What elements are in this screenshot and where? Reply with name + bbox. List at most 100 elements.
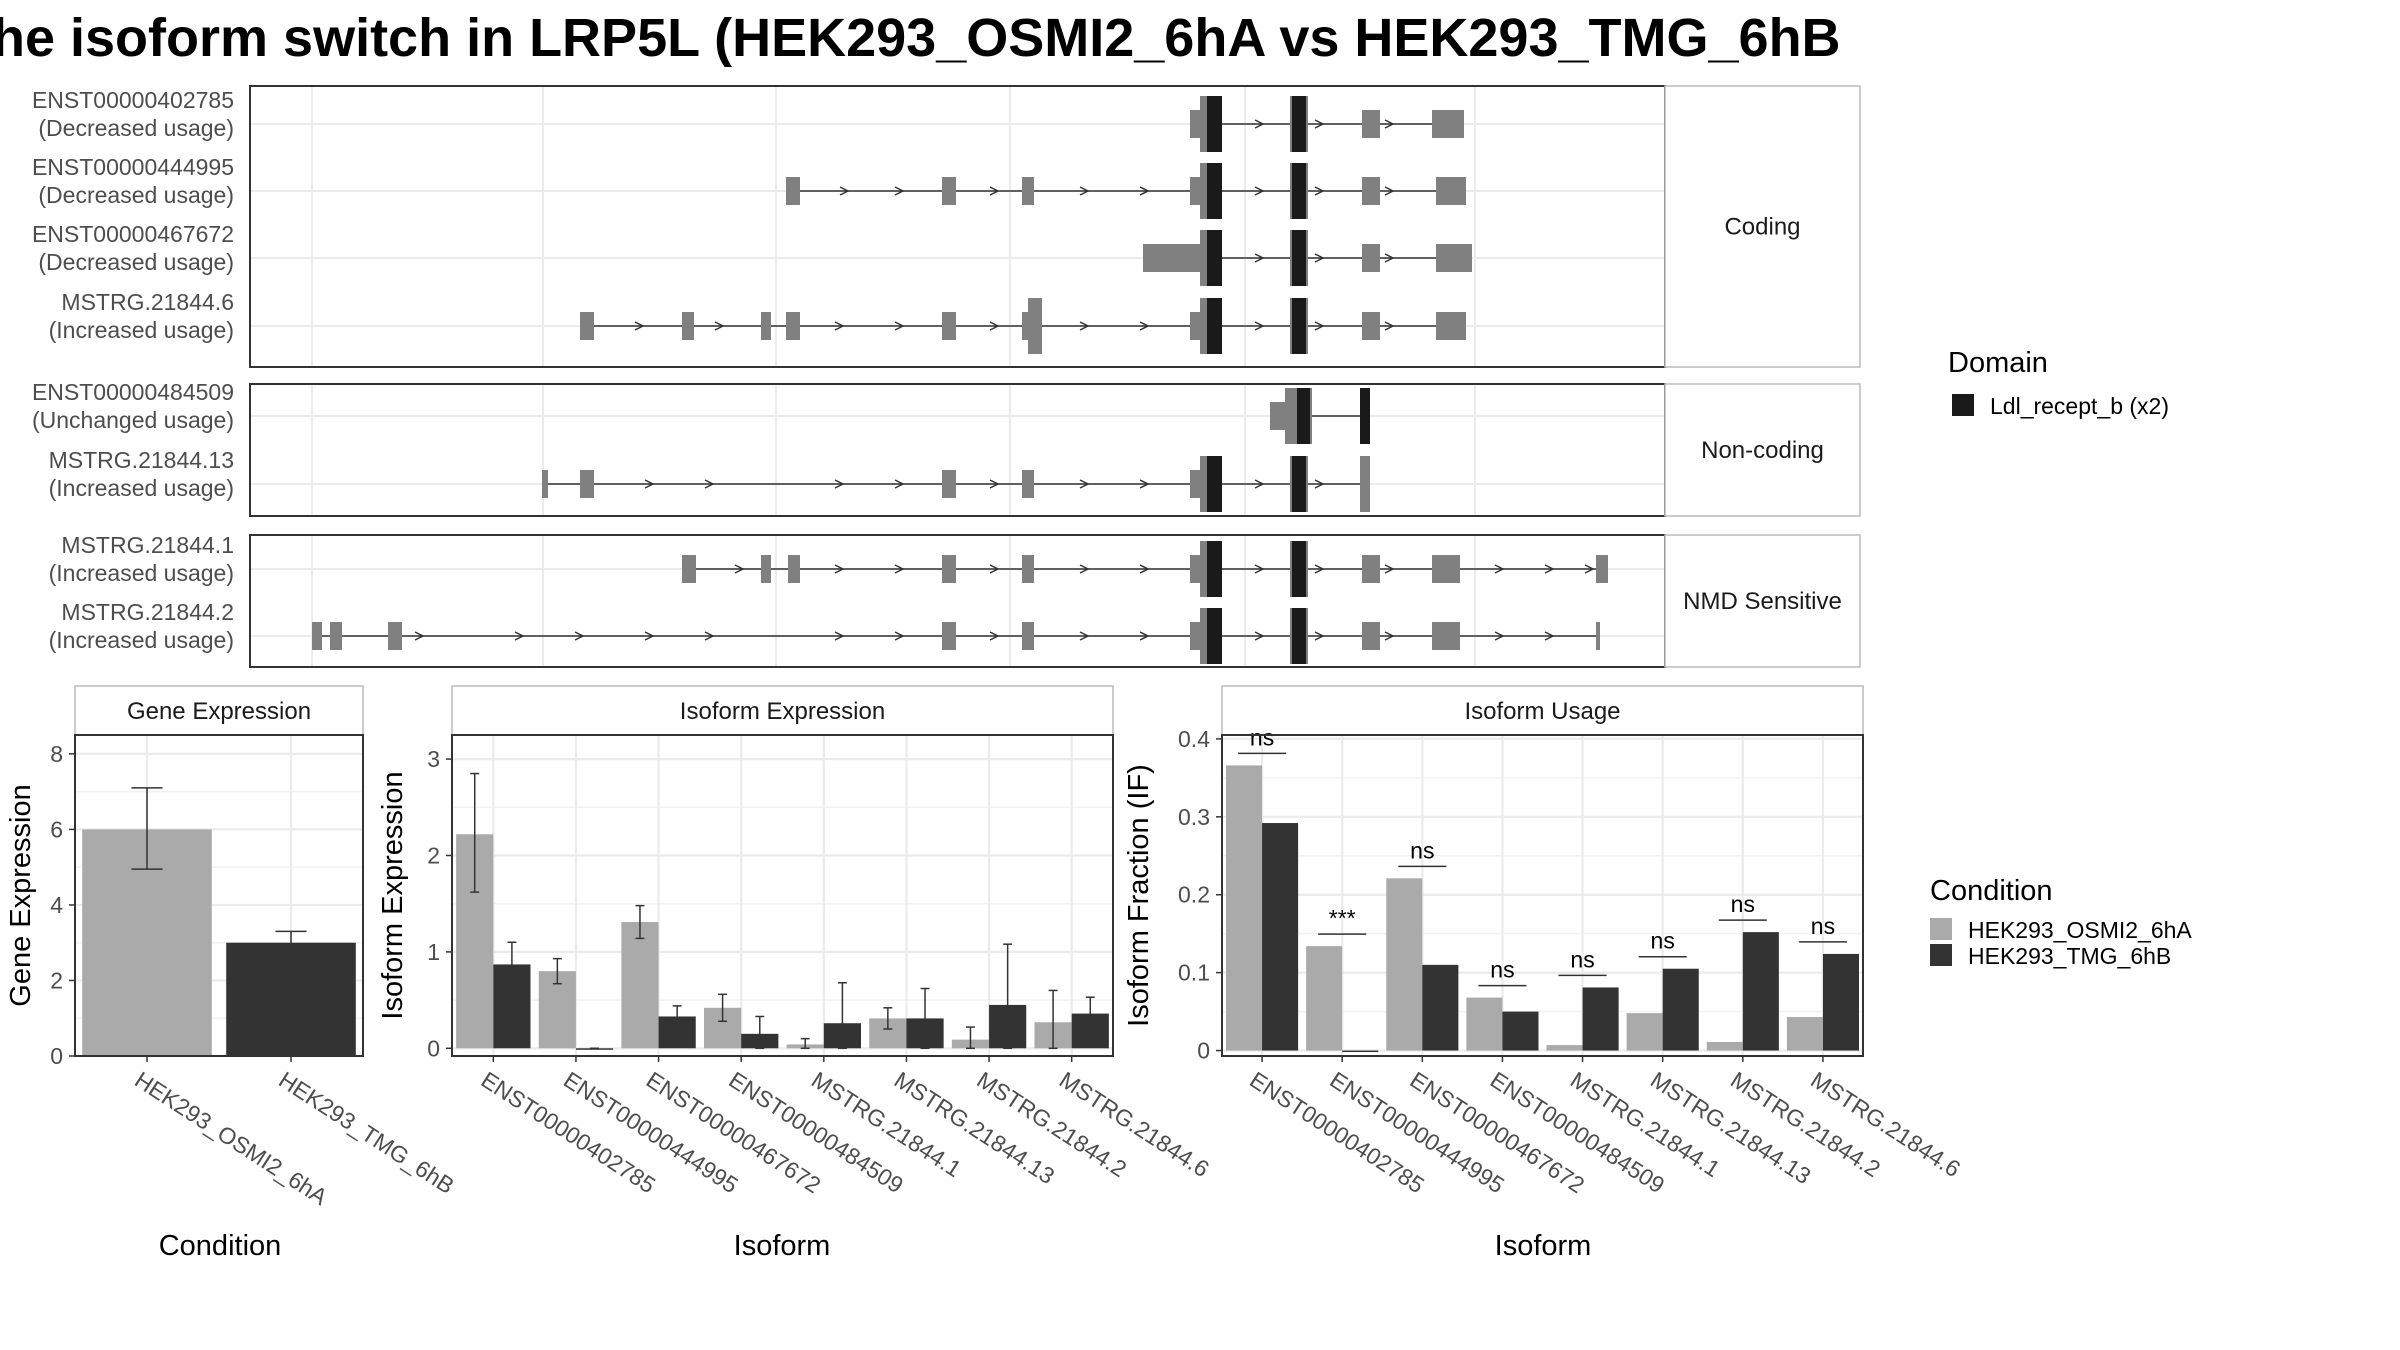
condition-legend-title: Condition xyxy=(1930,875,2053,907)
bar xyxy=(1582,987,1619,1051)
y-tick-label: 0.4 xyxy=(1178,726,1210,752)
intron-arrow xyxy=(989,321,1000,331)
intron-arrow xyxy=(1254,253,1265,263)
exon xyxy=(1022,555,1034,583)
exon xyxy=(1028,298,1042,354)
exon xyxy=(786,177,800,205)
bar xyxy=(1262,823,1299,1051)
significance-label: ns xyxy=(1490,957,1514,983)
intron-arrow xyxy=(1384,253,1395,263)
transcript-label: ENST00000467672 xyxy=(32,221,234,247)
exon xyxy=(542,470,548,498)
bar xyxy=(226,942,356,1056)
domain-region xyxy=(1292,456,1306,512)
exon xyxy=(1360,456,1370,512)
intron-arrow xyxy=(834,564,845,574)
structure-panel: MSTRG.21844.1(Increased usage)MSTRG.2184… xyxy=(49,532,1861,668)
intron-arrow xyxy=(1584,564,1595,574)
domain-region xyxy=(1297,388,1310,444)
panel-border xyxy=(451,734,1114,1057)
intron-arrow xyxy=(989,479,1000,489)
exon xyxy=(1143,244,1200,272)
structure-panel: ENST00000402785(Decreased usage)ENST0000… xyxy=(32,85,1861,368)
exon xyxy=(942,470,956,498)
domain-region xyxy=(1207,608,1222,664)
condition-legend-key-b xyxy=(1930,944,1952,966)
intron-arrow xyxy=(1254,479,1265,489)
domain-legend: Domain Ldl_recept_b (x2) xyxy=(1948,347,2169,419)
exon xyxy=(388,622,402,650)
y-tick-label: 3 xyxy=(427,746,440,772)
intron-arrow xyxy=(1384,564,1395,574)
exon xyxy=(1596,555,1608,583)
intron-arrow xyxy=(414,631,425,641)
exon xyxy=(312,622,322,650)
intron-arrow xyxy=(989,564,1000,574)
transcript-status: (Decreased usage) xyxy=(38,115,234,141)
intron-arrow xyxy=(514,631,525,641)
exon xyxy=(1362,244,1380,272)
panel-title: Isoform Usage xyxy=(1464,698,1620,725)
exon xyxy=(942,312,956,340)
y-tick-label: 0 xyxy=(427,1035,440,1061)
condition-legend-label-b: HEK293_TMG_6hB xyxy=(1968,943,2171,969)
transcript-label: ENST00000444995 xyxy=(32,154,234,180)
intron-arrow xyxy=(1079,479,1090,489)
transcript-structure-plot: ENST00000402785(Decreased usage)ENST0000… xyxy=(32,85,1861,668)
x-axis-title: Isoform xyxy=(1495,1230,1592,1262)
transcript-status: (Increased usage) xyxy=(49,560,234,586)
intron-arrow xyxy=(1254,119,1265,129)
intron-arrow xyxy=(989,186,1000,196)
significance-label: ns xyxy=(1811,913,1835,939)
exon xyxy=(1432,555,1460,583)
intron-arrow xyxy=(894,631,905,641)
intron-arrow xyxy=(1254,631,1265,641)
domain-region xyxy=(1207,163,1222,219)
transcript-status: (Increased usage) xyxy=(49,627,234,653)
y-tick-label: 6 xyxy=(50,816,63,842)
intron-arrow xyxy=(894,479,905,489)
domain-legend-label: Ldl_recept_b (x2) xyxy=(1990,393,2169,419)
exon xyxy=(788,555,800,583)
domain-region xyxy=(1292,298,1306,354)
intron-arrow xyxy=(1494,631,1505,641)
intron-arrow xyxy=(1139,321,1150,331)
intron-arrow xyxy=(1384,321,1395,331)
intron-arrow xyxy=(834,479,845,489)
intron-arrow xyxy=(1139,186,1150,196)
panel-background xyxy=(250,384,1665,516)
exon xyxy=(942,622,956,650)
condition-legend: Condition HEK293_OSMI2_6hA HEK293_TMG_6h… xyxy=(1930,875,2192,969)
domain-region xyxy=(1292,608,1306,664)
significance-label: ns xyxy=(1410,837,1434,863)
exon xyxy=(786,312,800,340)
intron-arrow xyxy=(714,321,725,331)
isoform-usage-panel: Isoform Usage 0 0.1 0.2 0.3 0.4 ns *** ns ns ns ns n… xyxy=(1123,685,1965,1262)
bar xyxy=(1742,932,1779,1051)
exon xyxy=(942,177,956,205)
exon xyxy=(1362,555,1380,583)
transcript-status: (Decreased usage) xyxy=(38,182,234,208)
figure-title: he isoform switch in LRP5L (HEK293_OSMI2… xyxy=(0,8,1841,68)
structure-panel: ENST00000484509(Unchanged usage) MSTRG.21… xyxy=(32,379,1861,517)
bar xyxy=(1502,1011,1539,1051)
panel-background xyxy=(250,535,1665,667)
intron-arrow xyxy=(1079,186,1090,196)
y-axis-title: Isoform Fraction (IF) xyxy=(1123,764,1155,1027)
y-axis-title: Gene Expression xyxy=(5,784,37,1006)
intron-arrow xyxy=(894,564,905,574)
transcript-label: MSTRG.21844.1 xyxy=(61,532,234,558)
intron-arrow xyxy=(1384,119,1395,129)
exon xyxy=(330,622,342,650)
transcript-label: ENST00000402785 xyxy=(32,87,234,113)
intron-arrow xyxy=(894,321,905,331)
intron-arrow xyxy=(1254,564,1265,574)
intron-arrow xyxy=(644,631,655,641)
intron-arrow xyxy=(839,186,850,196)
domain-region xyxy=(1207,298,1222,354)
exon xyxy=(1432,110,1464,138)
panel-border xyxy=(74,734,364,1057)
bar xyxy=(1466,997,1503,1051)
domain-region xyxy=(1207,456,1222,512)
